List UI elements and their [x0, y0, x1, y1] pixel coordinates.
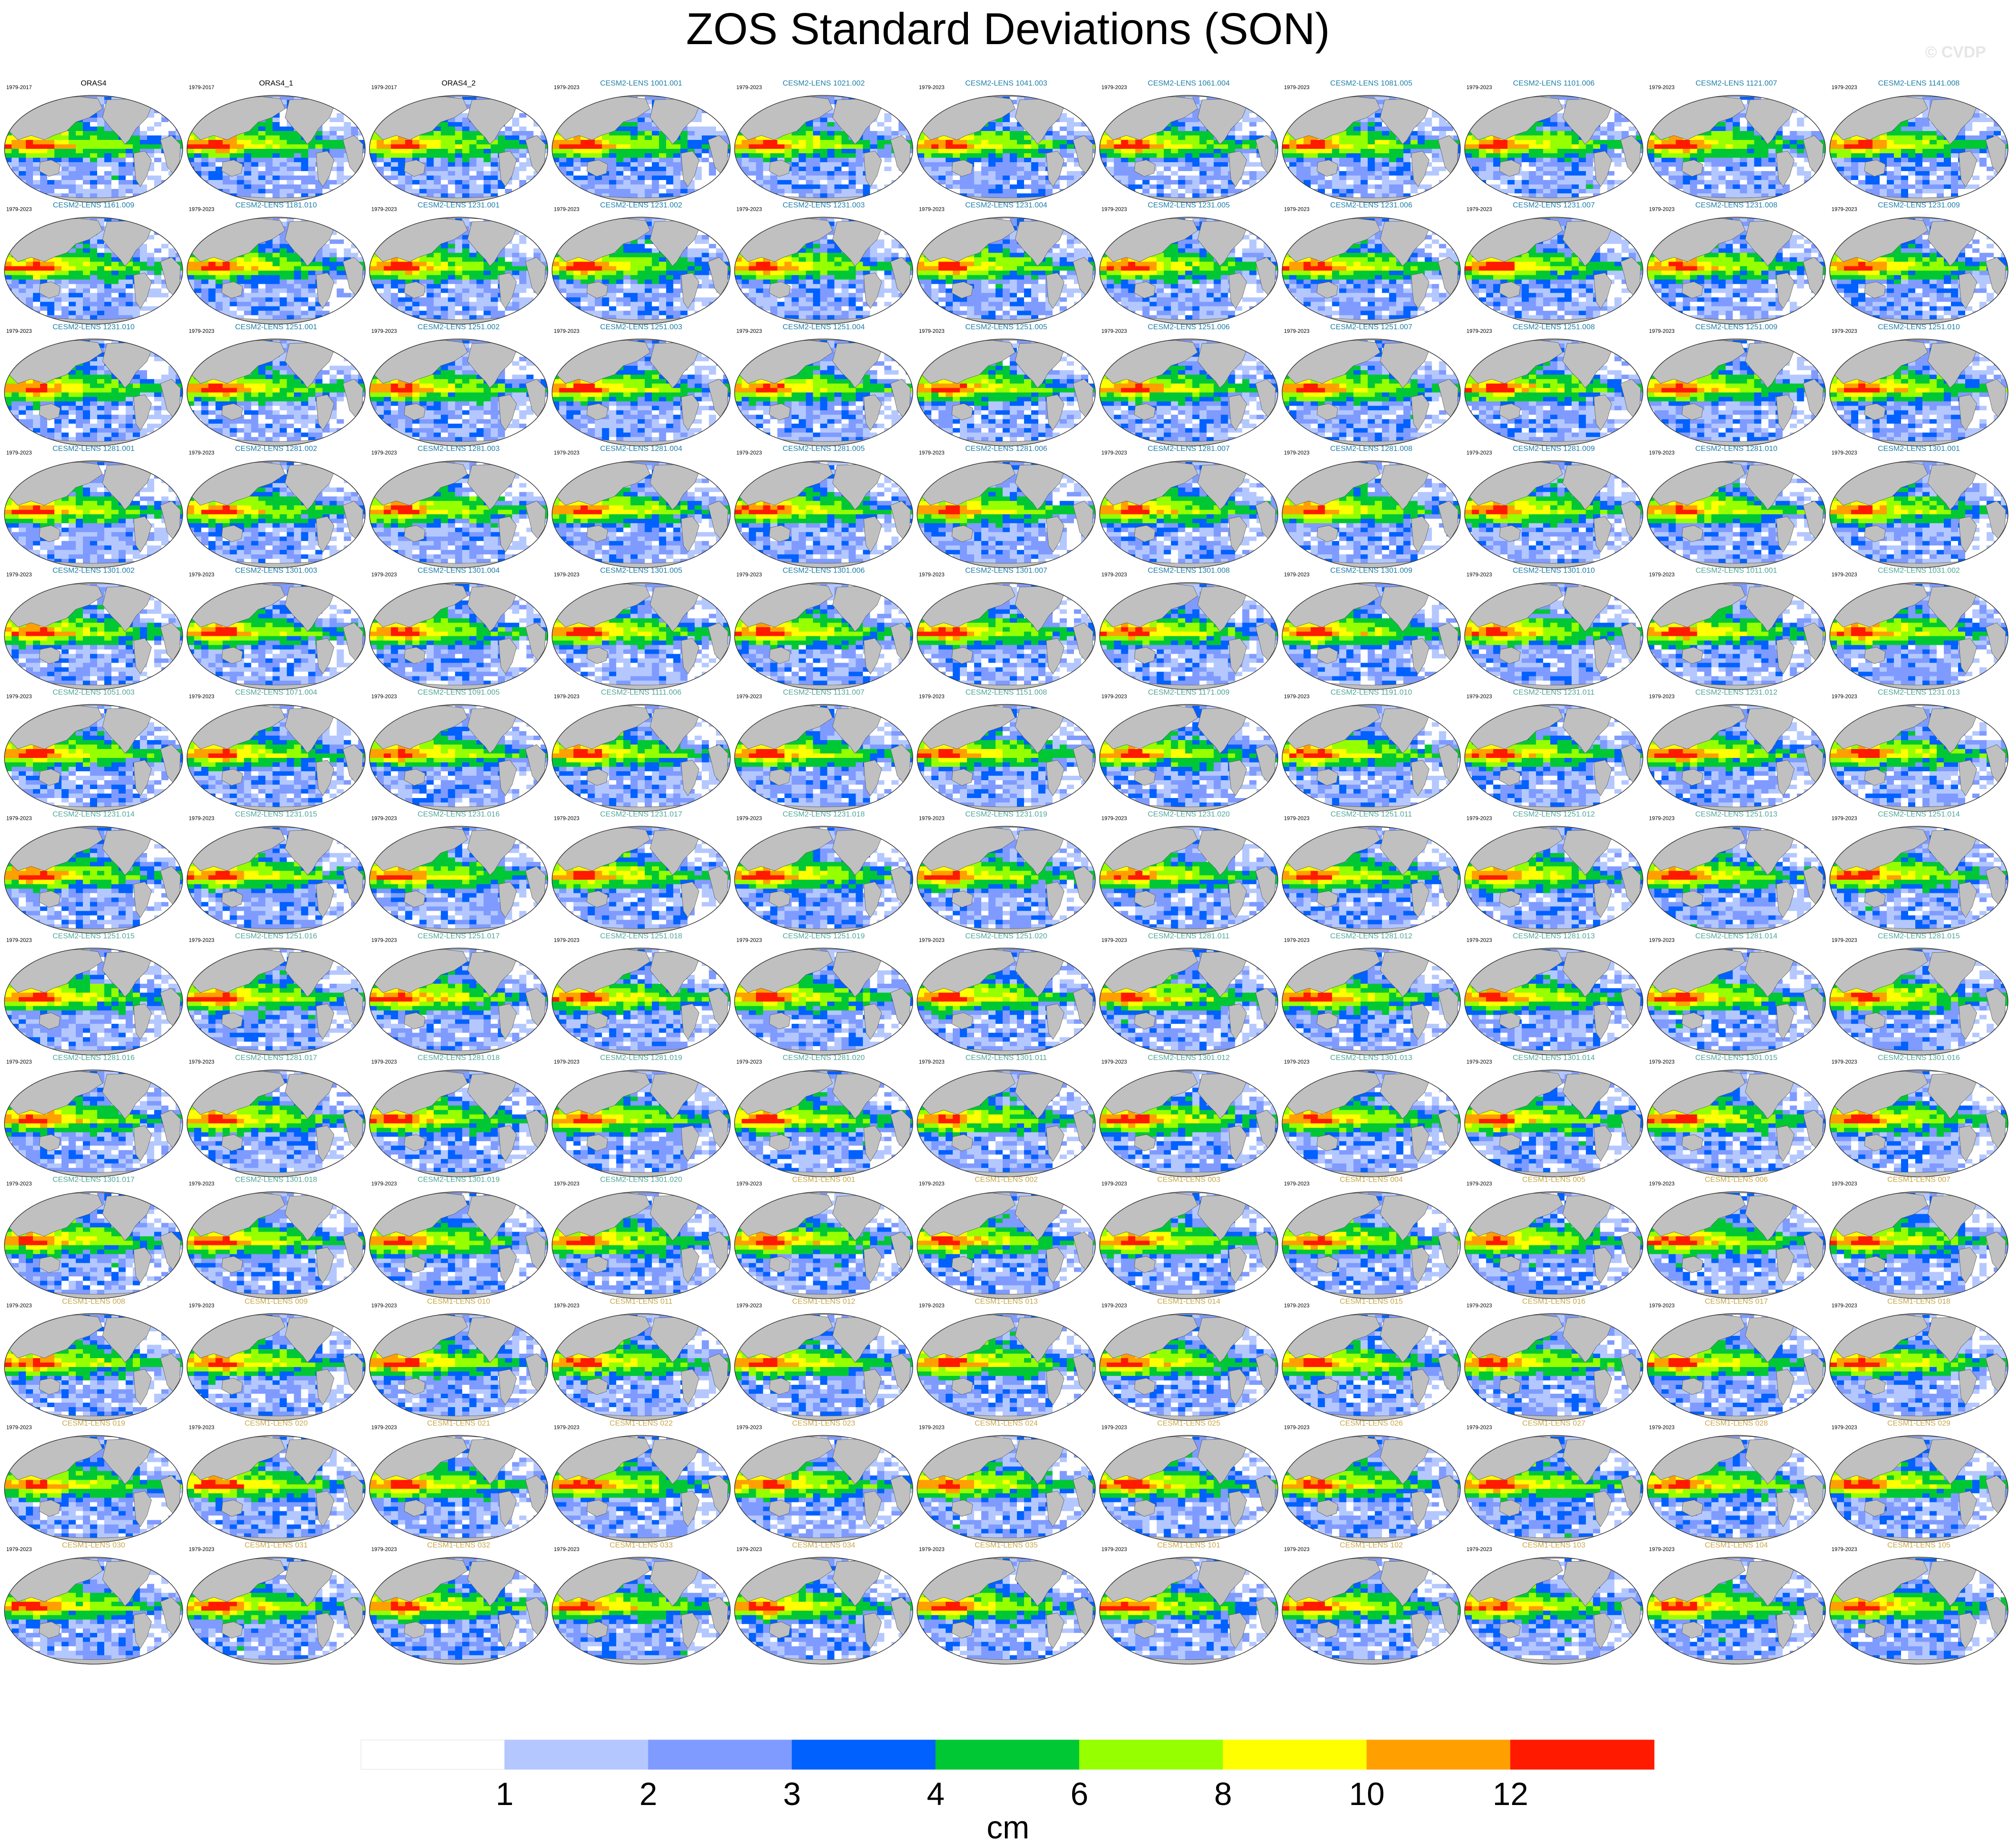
colorbar-tick-label: 2 — [639, 1776, 657, 1812]
colorbar-box — [648, 1740, 792, 1769]
colorbar-tick-label: 10 — [1349, 1776, 1385, 1812]
colorbar-box — [792, 1740, 935, 1769]
colorbar-tick-label: 6 — [1070, 1776, 1088, 1812]
colorbar-box — [1223, 1740, 1367, 1769]
colorbar-tick-label: 12 — [1493, 1776, 1528, 1812]
colorbar-unit-label: cm — [987, 1810, 1029, 1846]
colorbar-tick-label: 4 — [927, 1776, 945, 1812]
colorbar-box — [1511, 1740, 1654, 1769]
colorbar-box — [1367, 1740, 1510, 1769]
colorbar-box — [936, 1740, 1079, 1769]
colorbar-box — [504, 1740, 648, 1769]
colorbar-tick-label: 1 — [496, 1776, 513, 1812]
colorbar-box — [361, 1740, 504, 1769]
colorbar-tick-label: 3 — [783, 1776, 801, 1812]
colorbar-box — [1079, 1740, 1223, 1769]
colorbar-tick-label: 8 — [1214, 1776, 1232, 1812]
